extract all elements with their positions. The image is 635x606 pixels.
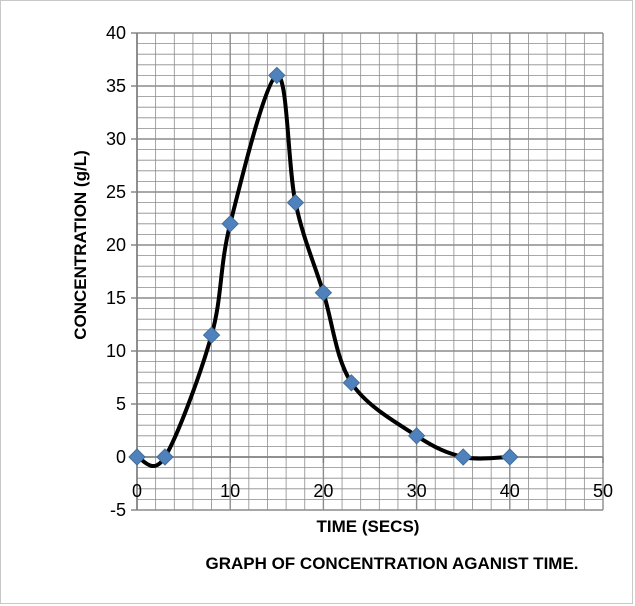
data-point-marker — [221, 215, 239, 233]
data-points — [128, 66, 519, 466]
data-point-marker — [156, 448, 174, 466]
data-point-marker — [314, 283, 333, 302]
x-tick-label: 0 — [132, 481, 142, 501]
y-tick-label: 25 — [106, 182, 126, 202]
chart-title: GRAPH OF CONCENTRATION AGANIST TIME. — [205, 554, 578, 573]
y-tick-label: -5 — [110, 500, 126, 520]
y-tick-label: 30 — [106, 129, 126, 149]
data-point-marker — [128, 448, 146, 466]
tick-labels: -5 0 5 10 15 20 25 30 35 40 0 10 20 30 40 50 — [106, 23, 613, 520]
data-point-marker — [407, 427, 426, 445]
x-tick-label: 40 — [500, 481, 520, 501]
data-point-marker — [268, 66, 286, 85]
y-tick-label: 0 — [116, 447, 126, 467]
y-tick-label: 35 — [106, 76, 126, 96]
y-tick-label: 40 — [106, 23, 126, 43]
y-tick-label: 20 — [106, 235, 126, 255]
data-point-marker — [501, 448, 519, 466]
data-point-marker — [202, 326, 221, 344]
x-tick-label: 10 — [220, 481, 240, 501]
y-tick-label: 5 — [116, 394, 126, 414]
x-tick-label: 50 — [593, 481, 613, 501]
y-tick-label: 10 — [106, 341, 126, 361]
grid — [136, 32, 604, 511]
y-axis-title: CONCENTRATION (g/L) — [71, 150, 90, 340]
data-point-marker — [454, 448, 472, 466]
x-tick-label: 20 — [313, 481, 333, 501]
data-point-marker — [342, 374, 361, 392]
axes — [131, 32, 604, 511]
x-axis-title: TIME (SECS) — [317, 517, 420, 536]
data-point-marker — [286, 193, 305, 212]
y-tick-label: 15 — [106, 288, 126, 308]
x-tick-label: 30 — [407, 481, 427, 501]
